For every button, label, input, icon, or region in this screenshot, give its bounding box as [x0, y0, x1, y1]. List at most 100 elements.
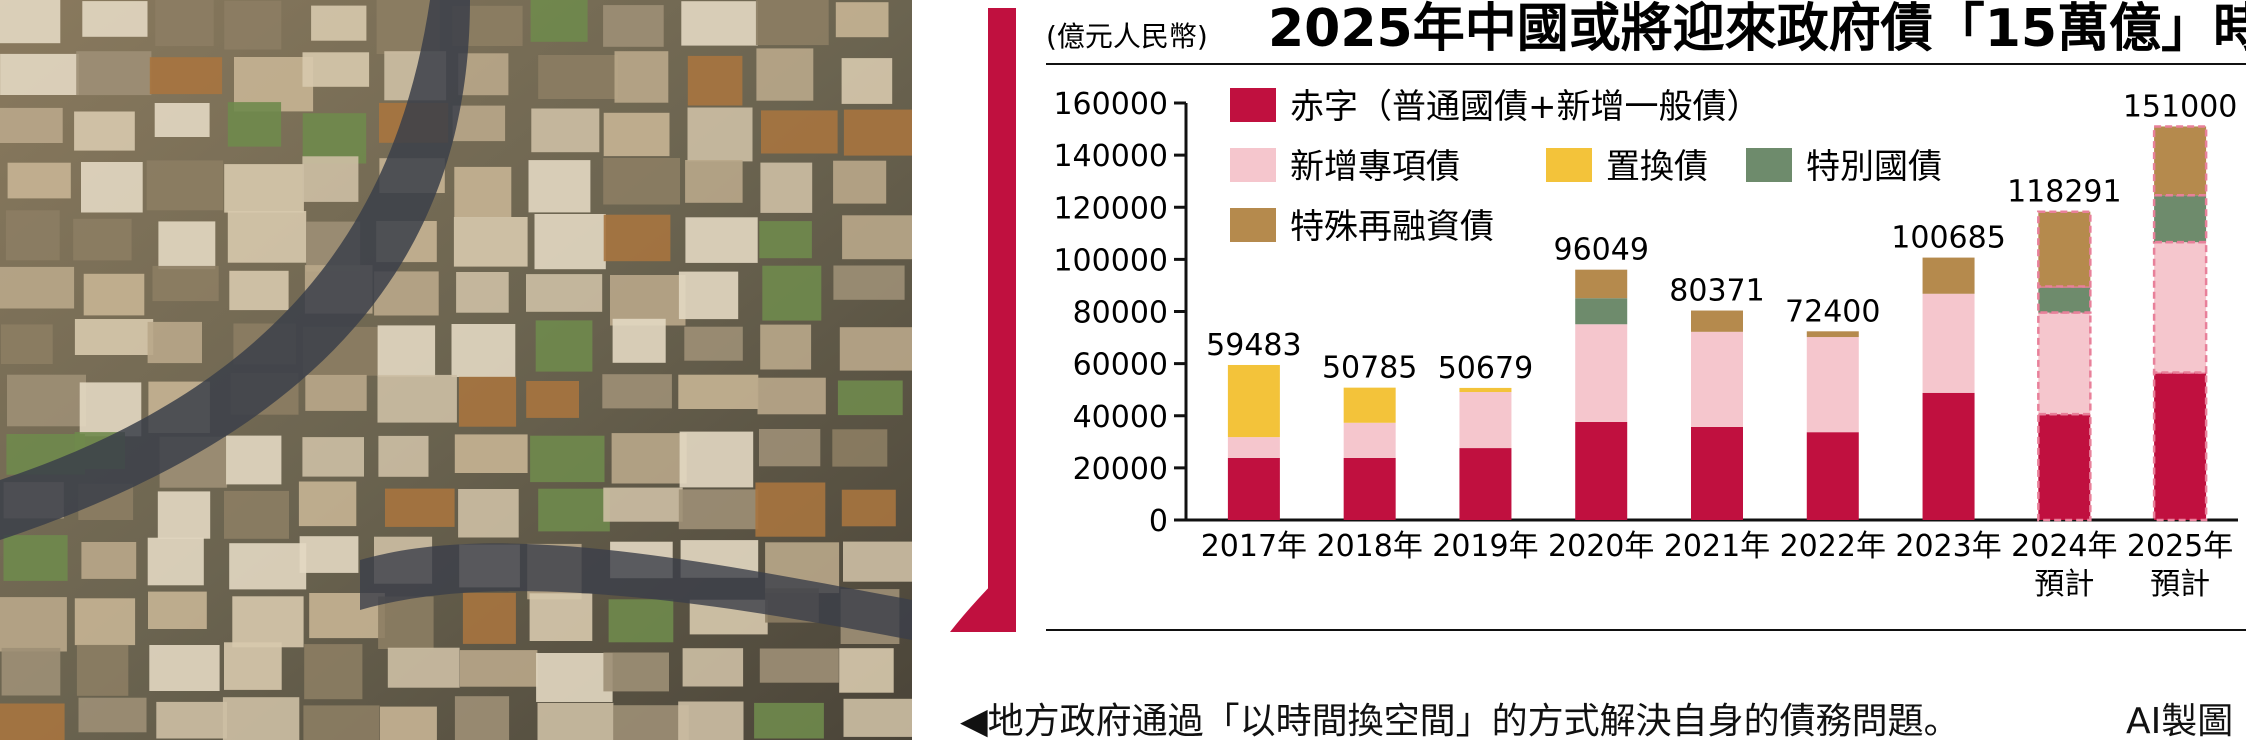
bar-segment — [1922, 293, 1975, 393]
y-tick-label: 60000 — [1073, 348, 1168, 383]
photo-building — [454, 434, 528, 473]
legend-label: 置換債 — [1606, 147, 1708, 187]
total-label: 80371 — [1669, 274, 1764, 309]
photo-building — [157, 491, 211, 539]
photo-building — [152, 265, 219, 302]
photo-building — [602, 374, 672, 409]
photo-building — [74, 319, 154, 355]
photo-building — [387, 647, 460, 688]
photo-building — [761, 110, 838, 154]
photo-building — [682, 648, 744, 687]
photo-building — [222, 697, 300, 740]
photo-building — [146, 160, 224, 211]
photo-building — [458, 489, 519, 538]
photo-building — [603, 112, 670, 157]
legend-label: 新增專項債 — [1290, 147, 1460, 187]
bar-segment — [1575, 269, 1628, 299]
photo-building — [149, 645, 220, 691]
photo-building — [155, 0, 214, 47]
bar-segment — [1459, 392, 1512, 449]
photo-building — [842, 215, 912, 260]
photo-building — [843, 698, 912, 737]
photo-building — [843, 541, 912, 582]
photo-building — [1, 324, 53, 364]
x-tick-label: 2024年 — [2011, 529, 2117, 564]
bar-segment — [1575, 298, 1628, 325]
legend-label: 特殊再融資債 — [1290, 207, 1494, 247]
bar-segment — [1575, 422, 1628, 520]
photo-building — [529, 593, 593, 641]
bar-segment — [1806, 432, 1859, 520]
total-label: 151000 — [2123, 89, 2238, 124]
photo-building — [154, 103, 210, 137]
y-tick-label: 100000 — [1053, 243, 1168, 278]
aerial-city-photo — [0, 0, 912, 740]
y-tick-label: 140000 — [1053, 139, 1168, 174]
photo-building — [158, 221, 216, 270]
photo-building — [82, 1, 148, 37]
photo-building — [0, 703, 65, 740]
photo-building — [612, 318, 666, 363]
bar-segment — [1343, 457, 1396, 520]
photo-building — [380, 706, 437, 740]
x-tick-label: 2019年 — [1432, 529, 1538, 564]
bar-segment — [1459, 387, 1512, 393]
photo-building — [377, 325, 436, 377]
photo-building — [227, 102, 282, 147]
photo-building — [302, 52, 370, 87]
photo-building — [755, 482, 826, 537]
photo-building — [156, 701, 227, 739]
photo-building — [224, 0, 282, 50]
photo-building — [298, 481, 357, 527]
photo-building — [833, 160, 887, 204]
photo-building — [305, 374, 367, 411]
photo-building — [378, 435, 429, 477]
photo-building — [603, 5, 664, 47]
bar-segment — [1922, 392, 1975, 520]
photo-building — [232, 596, 304, 648]
x-tick-label: 2022年 — [1780, 529, 1886, 564]
photo-building — [458, 376, 517, 427]
photo-building — [833, 265, 905, 300]
photo-building — [760, 162, 813, 213]
photo-building — [0, 53, 79, 95]
photo-building — [526, 381, 579, 418]
x-tick-label: 2025年 — [2127, 529, 2233, 564]
legend-label: 赤字（普通國債+新增一般債） — [1290, 87, 1761, 127]
photo-building — [603, 652, 669, 692]
bar-segment — [2152, 194, 2208, 244]
photo-building — [756, 48, 814, 101]
photo-building — [537, 702, 614, 740]
photo-building — [224, 642, 282, 690]
x-tick-label: 預計 — [2034, 567, 2094, 602]
bar-segment — [1343, 387, 1396, 423]
photo-building — [841, 489, 896, 527]
photo-building — [530, 0, 588, 42]
bars — [1227, 125, 2208, 522]
photo-building — [1, 647, 61, 696]
legend-label: 特別國債 — [1806, 147, 1942, 187]
photo-building — [76, 51, 152, 96]
photo-building — [147, 321, 202, 364]
total-label: 96049 — [1554, 233, 1649, 268]
x-tick-label: 2020年 — [1548, 529, 1654, 564]
total-label: 72400 — [1785, 294, 1880, 329]
photo-building — [452, 105, 506, 142]
photo-building — [148, 591, 207, 629]
photo-building — [681, 1, 758, 46]
photo-building — [754, 702, 824, 739]
photo-building — [229, 543, 307, 590]
photo-building — [453, 217, 528, 267]
photo-building — [3, 535, 68, 581]
bar-segment — [2152, 240, 2208, 374]
photo-building — [538, 55, 618, 99]
photo-building — [459, 650, 538, 687]
legend-swatch — [1230, 88, 1276, 122]
photo-building — [687, 107, 753, 162]
photo-building — [302, 437, 364, 477]
photo-building — [5, 210, 60, 261]
credit: AI製圖 — [2126, 701, 2234, 742]
photo-building — [302, 156, 359, 202]
photo-building — [147, 537, 204, 586]
